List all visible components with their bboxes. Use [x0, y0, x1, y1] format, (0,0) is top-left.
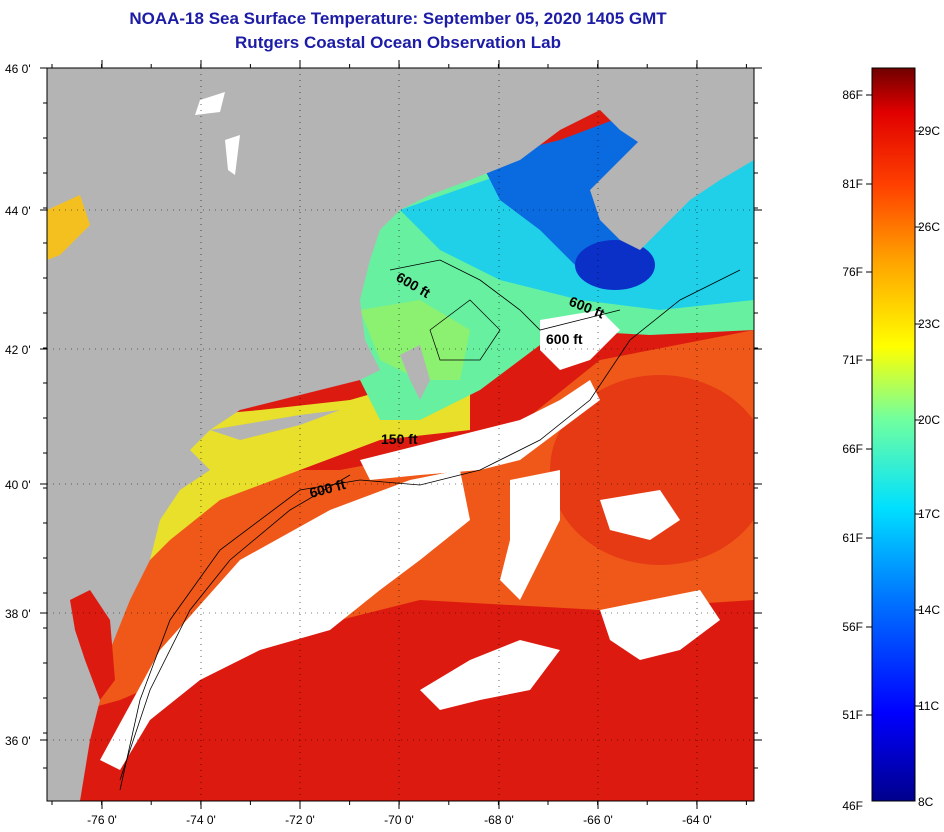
lat-tick-label: 46 0' — [5, 62, 31, 76]
colorbar-c-label: 11C — [918, 699, 939, 713]
colorbar-f-label: 71F — [842, 353, 863, 367]
lon-tick-label: -72 0' — [285, 813, 315, 827]
latitude-axis: 46 0' 44 0' 42 0' 40 0' 38 0' 36 0' — [5, 62, 762, 769]
long-island — [210, 410, 340, 440]
colorbar-f-label: 86F — [842, 88, 863, 102]
cloud-cover-4 — [600, 490, 680, 540]
colorbar-c-label: 20C — [918, 413, 940, 427]
contour-150ft — [119, 474, 351, 781]
longitude-axis: -76 0' -74 0' -72 0' -70 0' -68 0' -66 0' -64 … — [51, 60, 747, 827]
lon-tick-label: -64 0' — [682, 813, 712, 827]
warm-core-ring — [550, 375, 754, 565]
lat-tick-label: 44 0' — [5, 204, 31, 218]
colorbar-f-label: 56F — [842, 620, 863, 634]
colorbar-c-label: 8C — [918, 795, 934, 809]
cloud-cover-6 — [600, 590, 720, 660]
colorbar-f-label: 66F — [842, 442, 863, 456]
colorbar-celsius-labels: 29C 26C 23C 20C 17C 14C 11C 8C — [915, 124, 940, 809]
contour-label: 600 ft — [546, 331, 583, 347]
colorbar-f-label: 76F — [842, 265, 863, 279]
cold-core-darkblue — [575, 240, 655, 290]
colorbar-c-label: 14C — [918, 603, 940, 617]
colorbar-f-label: 81F — [842, 177, 863, 191]
colorbar-f-label: 46F — [842, 799, 863, 813]
cloud-cover-1 — [100, 470, 470, 770]
colorbar-c-label: 26C — [918, 220, 940, 234]
lon-tick-label: -70 0' — [384, 813, 414, 827]
colorbar-f-label: 61F — [842, 531, 863, 545]
map-image — [47, 68, 754, 801]
graticule — [47, 68, 754, 801]
colorbar-f-label: 51F — [842, 708, 863, 722]
colorbar-c-label: 29C — [918, 124, 940, 138]
lake-patch — [195, 92, 225, 115]
contour-600ft-gom — [389, 259, 621, 331]
map-subtitle: Rutgers Coastal Ocean Observation Lab — [235, 33, 561, 52]
chesapeake-bay — [70, 590, 115, 700]
lon-tick-label: -68 0' — [484, 813, 514, 827]
colorbar — [871, 67, 916, 802]
lat-tick-label: 42 0' — [5, 343, 31, 357]
contour-600ft-shelf — [119, 269, 741, 791]
land-mass — [47, 68, 754, 801]
lat-tick-label: 38 0' — [5, 607, 31, 621]
colorbar-fahrenheit-labels: 86F 81F 76F 71F 66F 61F 56F 51F 46F — [842, 88, 872, 813]
contour-georges — [429, 299, 501, 361]
contour-label: 150 ft — [381, 431, 418, 447]
lat-tick-label: 40 0' — [5, 478, 31, 492]
colorbar-c-label: 17C — [918, 507, 940, 521]
lon-tick-label: -76 0' — [87, 813, 117, 827]
lat-tick-label: 36 0' — [5, 734, 31, 748]
lake-ontario-yellow — [47, 195, 90, 260]
cloud-cover-2 — [360, 380, 600, 480]
lon-tick-label: -74 0' — [186, 813, 216, 827]
cloud-cover-5 — [420, 640, 560, 710]
coastal-water-yellow — [150, 380, 470, 560]
colorbar-c-label: 23C — [918, 317, 940, 331]
cape-cod — [400, 345, 430, 400]
map-frame — [46, 67, 755, 802]
lake-champlain — [225, 135, 240, 175]
lon-tick-label: -66 0' — [583, 813, 613, 827]
nova-scotia — [590, 100, 754, 250]
map-title: NOAA-18 Sea Surface Temperature: Septemb… — [129, 9, 667, 28]
cloud-cover-3 — [500, 470, 560, 600]
